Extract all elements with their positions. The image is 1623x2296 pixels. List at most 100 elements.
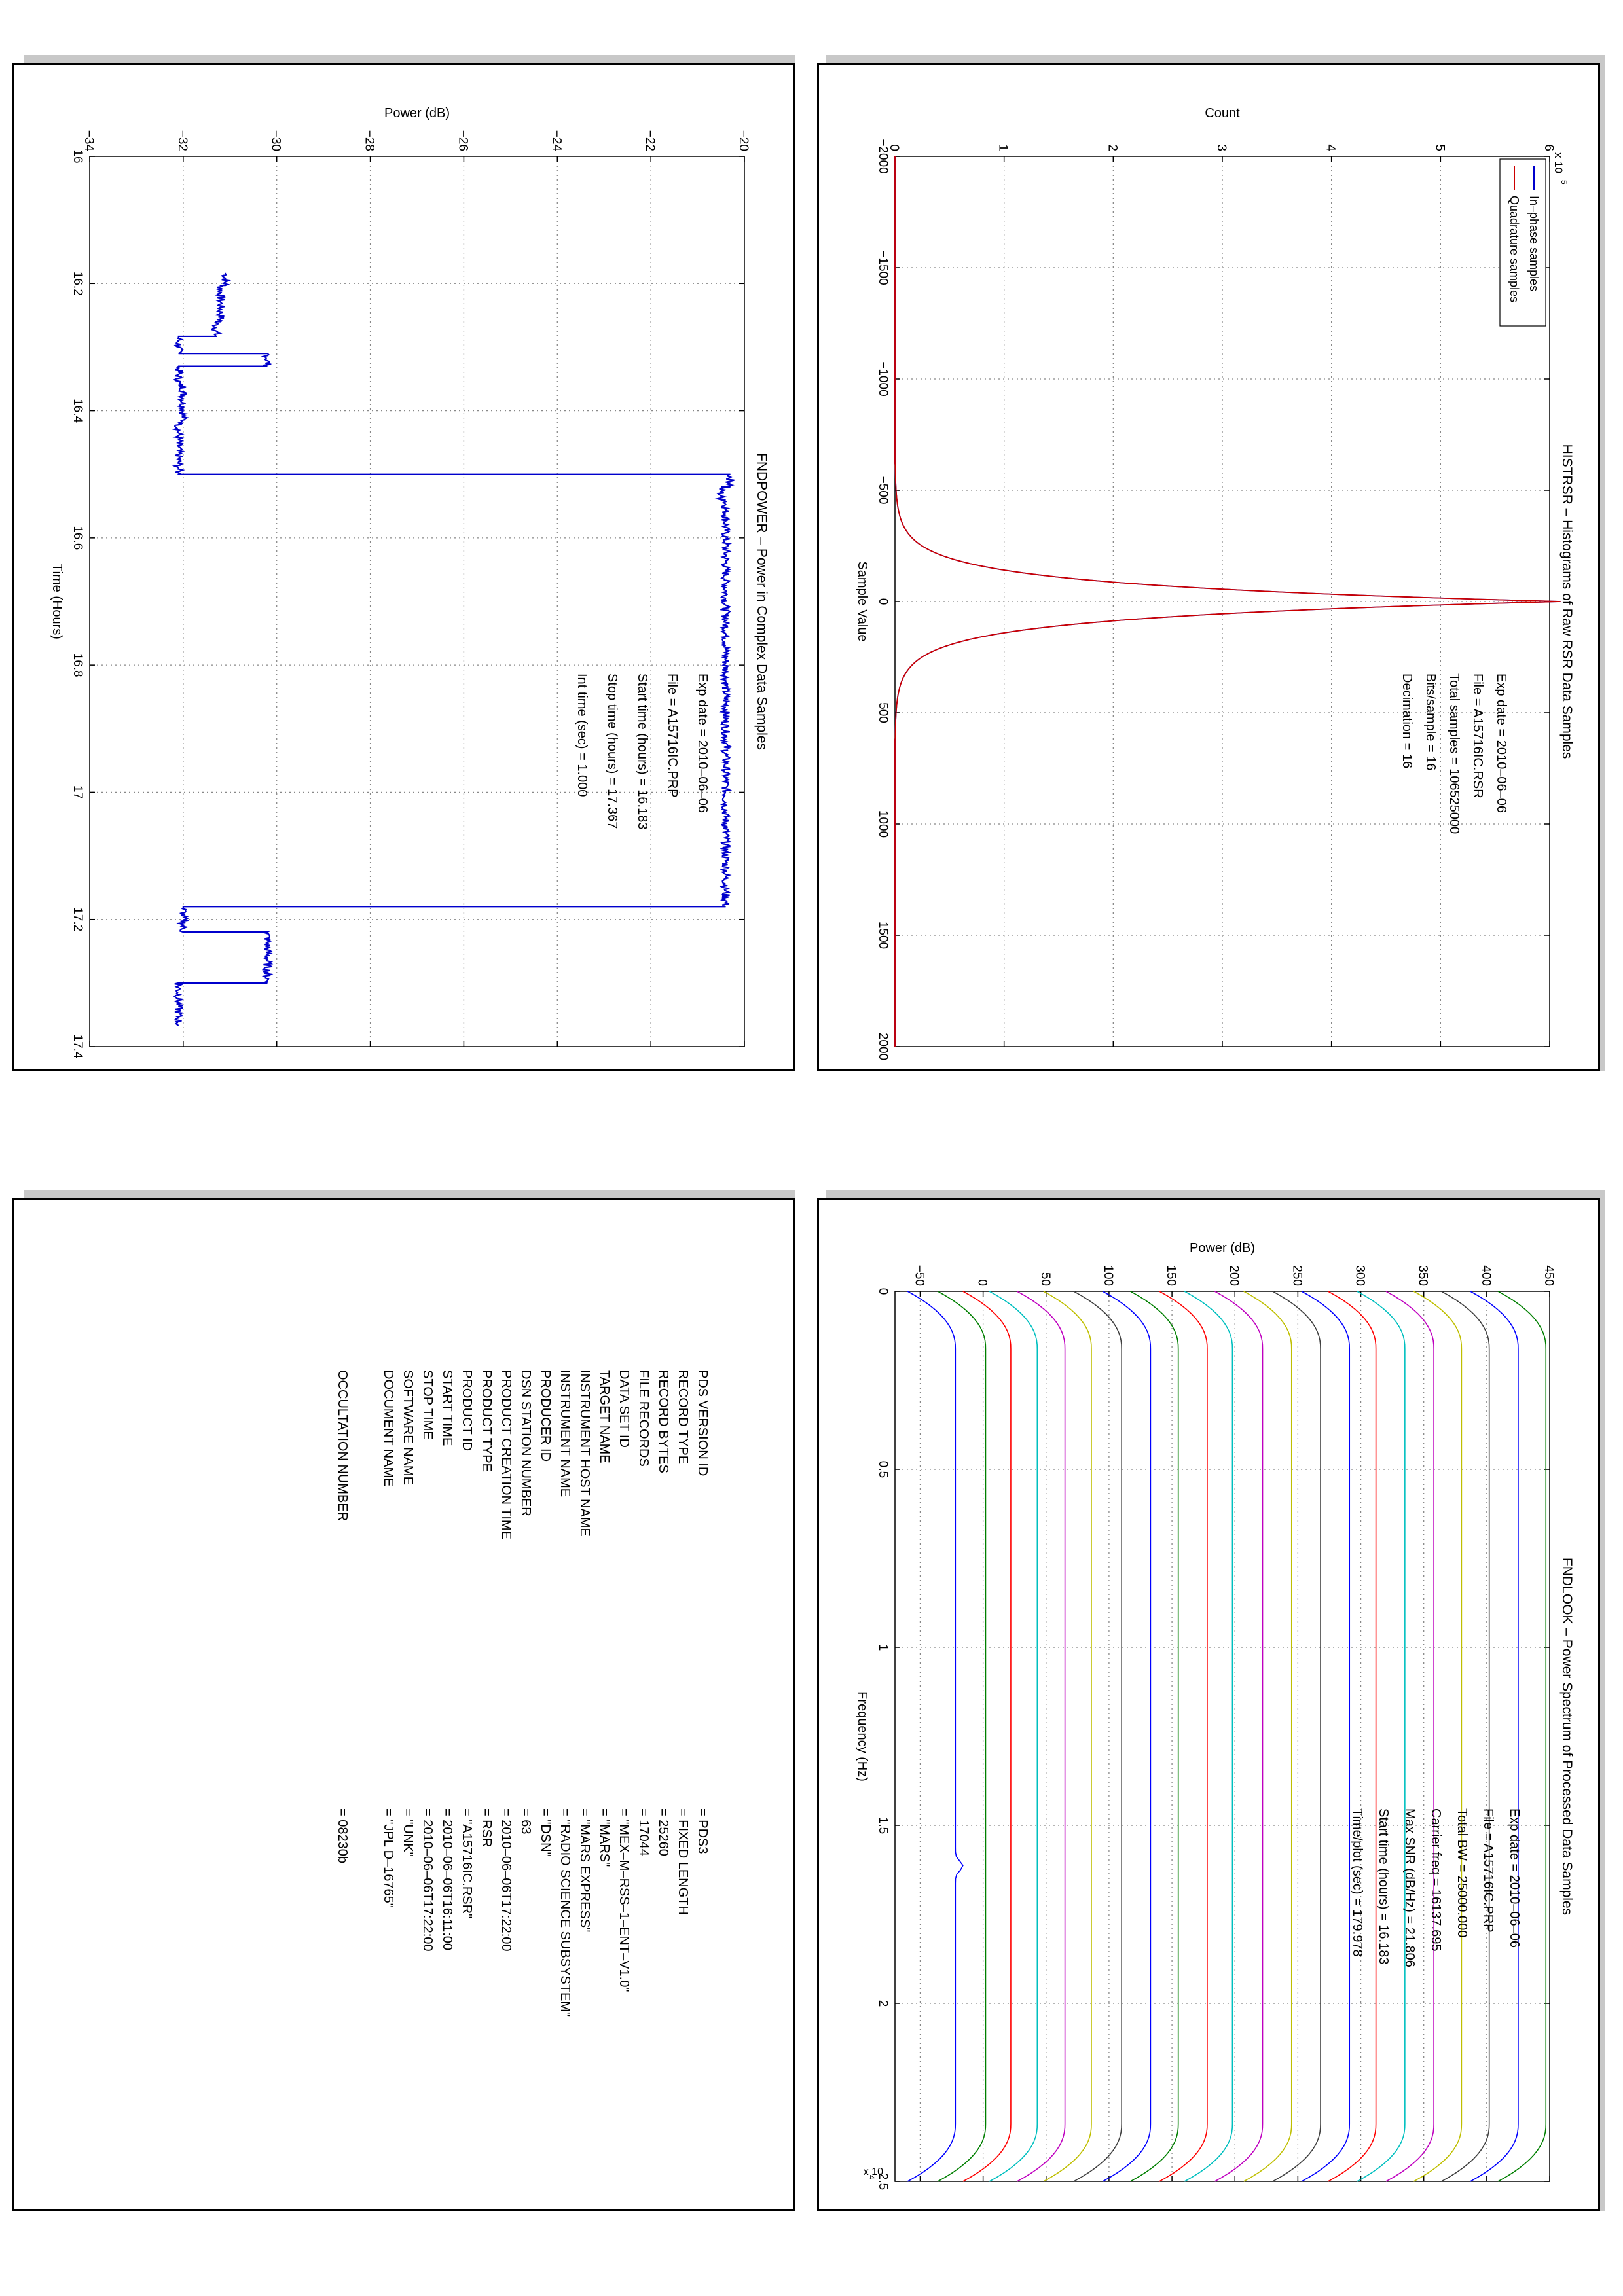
label-value: = 25260	[656, 1808, 670, 1856]
x-axis-label: Sample Value	[855, 561, 869, 641]
info-line: File = A15716IC.RSR	[1470, 673, 1485, 798]
chart-title: FNDLOOK – Power Spectrum of Processed Da…	[1559, 1558, 1575, 1915]
x-multiplier-text: x 10	[864, 2166, 883, 2178]
label-row: RECORD TYPE = FIXED LENGTH	[676, 1370, 690, 1915]
label-key: RECORD TYPE	[676, 1370, 690, 1464]
y-tick-label: 250	[1290, 1265, 1304, 1286]
y-axis-label: Power (dB)	[1190, 1241, 1255, 1255]
info-line: Total samples = 106525000	[1447, 673, 1461, 834]
spectrum-line-0	[907, 1291, 964, 2182]
label-value: = "MARS EXPRESS"	[577, 1808, 592, 1932]
spectrum-line-20	[1470, 1291, 1519, 2182]
label-rotated: PDS VERSION ID = PDS3 RECORD TYPE = FIXED L…	[14, 1200, 797, 2213]
info-line: Bits/sample = 16	[1423, 673, 1438, 770]
y-tick-label: 450	[1542, 1265, 1556, 1286]
label-value: = 2010–06–06T16:11:00	[440, 1808, 454, 1950]
spectrum-line-19	[1441, 1291, 1490, 2182]
label-row: STOP TIME = 2010–06–06T17:22:00	[420, 1370, 435, 1952]
y-tick-label: 4	[1324, 144, 1338, 151]
label-key: PRODUCT TYPE	[479, 1370, 494, 1472]
info-line: File = A15716IC.PRP	[1481, 1808, 1495, 1933]
label-key: PRODUCT CREATION TIME	[499, 1370, 513, 1539]
spectrum-line-21	[1497, 1291, 1547, 2182]
info-line: File = A15716IC.PRP	[665, 673, 680, 798]
x-axis-label: Frequency (Hz)	[855, 1691, 869, 1782]
label-key: PDS VERSION ID	[695, 1370, 710, 1476]
label-value: = "UNK"	[401, 1808, 415, 1857]
y-tick-label: 100	[1101, 1265, 1115, 1286]
info-line: Int time (sec) = 1.000	[575, 673, 589, 797]
label-key: INSTRUMENT NAME	[558, 1370, 572, 1497]
info-line: Max SNR (dB/Hz) = 21.806	[1402, 1808, 1417, 1967]
fndlook-plot: 0 0.5 1 1.5 2 2.5 −50 0 50 100 150 200 250 300 350 400 4…	[855, 1241, 1575, 2190]
y-tick-label: −28	[363, 130, 376, 151]
x-exponent-text: 4	[867, 2175, 876, 2179]
spectrum-line-3	[989, 1291, 1038, 2182]
legend: In–phase samples Quadrature samples	[1499, 158, 1546, 327]
y-tick-label: 350	[1416, 1265, 1430, 1286]
label-row: PRODUCT CREATION TIME = 2010–06–06T17:22:…	[499, 1370, 513, 1952]
chart-title: FNDPOWER – Power in Complex Data Samples	[754, 453, 769, 750]
label-key: DSN STATION NUMBER	[519, 1370, 533, 1516]
x-tick-label: 0	[876, 598, 890, 605]
x-tick-label: 0.5	[876, 1461, 890, 1478]
label-row: TARGET NAME = "MARS"	[597, 1370, 611, 1867]
y-tick-label: −30	[269, 130, 283, 151]
histrsr-axes: −2000 −1500 −1000 −500 0 500 1000 1500 2000 0 1 2 3 4…	[855, 106, 1575, 1060]
y-axis-label: Count	[1205, 106, 1240, 120]
y-tick-label: 5	[1432, 144, 1446, 151]
legend-label: Quadrature samples	[1508, 196, 1521, 302]
label-row: START TIME = 2010–06–06T16:11:00	[440, 1370, 454, 1950]
y-tick-label: 2	[1105, 144, 1119, 151]
x-tick-label: 16.8	[71, 653, 84, 677]
label-row: PDS VERSION ID = PDS3	[695, 1370, 710, 1854]
label-value: = 17044	[636, 1808, 651, 1856]
legend-label: In–phase samples	[1527, 196, 1541, 291]
x-tick-label: 16	[71, 149, 84, 163]
fndlook-panel: 0 0.5 1 1.5 2 2.5 −50 0 50 100 150 200 250 300 350 400 4…	[817, 1198, 1600, 2211]
label-row: FILE RECORDS = 17044	[636, 1370, 651, 1856]
label-value: = "MARS"	[597, 1808, 611, 1867]
label-value: = 2010–06–06T17:22:00	[420, 1808, 435, 1952]
pds-label-table: PDS VERSION ID = PDS3 RECORD TYPE = FIXED L…	[335, 1370, 710, 2017]
x-multiplier: x 104	[864, 2166, 883, 2179]
y-tick-label: −20	[737, 130, 750, 151]
label-row: OCCULTATION NUMBER = 08230b	[335, 1370, 350, 1863]
info-line: Start time (hours) = 16.183	[635, 673, 649, 829]
fndpower-panel: 16 16.2 16.4 16.6 16.8 17 17.2 17.4 −34 −32 −30 −28…	[12, 63, 795, 1071]
series-line-1	[894, 156, 1561, 1047]
x-tick-label: −1000	[876, 361, 890, 396]
label-value: = "JPL D–16765"	[381, 1808, 395, 1908]
x-tick-label: 2	[876, 2000, 890, 2007]
spectrum-line-17	[1385, 1291, 1434, 2182]
plot-frame	[89, 156, 745, 1047]
y-tick-label: −22	[643, 130, 657, 151]
info-line: Exp date = 2010–06–06	[1507, 1808, 1522, 1948]
y-tick-label: 6	[1542, 144, 1556, 151]
info-line: Exp date = 2010–06–06	[695, 673, 710, 813]
fndpower-plot: 16 16.2 16.4 16.6 16.8 17 17.2 17.4 −34 −32 −30 −28…	[50, 106, 769, 1059]
spectrum-line-11	[1214, 1291, 1264, 2182]
x-tick-label: 17.4	[71, 1035, 84, 1059]
spectrum-line-4	[1017, 1291, 1066, 2182]
spectrum-line-15	[1328, 1291, 1377, 2182]
info-line: Decimation = 16	[1400, 673, 1414, 768]
y-tick-label: 150	[1164, 1265, 1178, 1286]
label-row: DATA SET ID = "MEX–M–RSS–1–ENT–V1.0"	[617, 1370, 631, 1992]
spectrum-line-16	[1357, 1291, 1406, 2182]
spectrum-line-13	[1272, 1291, 1321, 2182]
x-tick-label: −500	[876, 476, 890, 505]
label-row: INSTRUMENT HOST NAME = "MARS EXPRESS"	[577, 1370, 592, 1932]
label-value: = "DSN"	[538, 1808, 553, 1857]
y-tick-label: −32	[175, 130, 189, 151]
y-tick-label: 50	[1038, 1272, 1052, 1286]
x-tick-label: 16.6	[71, 526, 84, 550]
spectrum-line-6	[1073, 1291, 1122, 2182]
label-key: DOCUMENT NAME	[381, 1370, 395, 1487]
x-tick-label: 1000	[876, 810, 890, 838]
spectrum-line-7	[1102, 1291, 1152, 2182]
y-tick-label: 300	[1353, 1265, 1367, 1286]
label-value: = FIXED LENGTH	[676, 1808, 690, 1915]
y-tick-label: 0	[976, 1279, 989, 1286]
x-axis-label: Time (Hours)	[50, 564, 64, 639]
